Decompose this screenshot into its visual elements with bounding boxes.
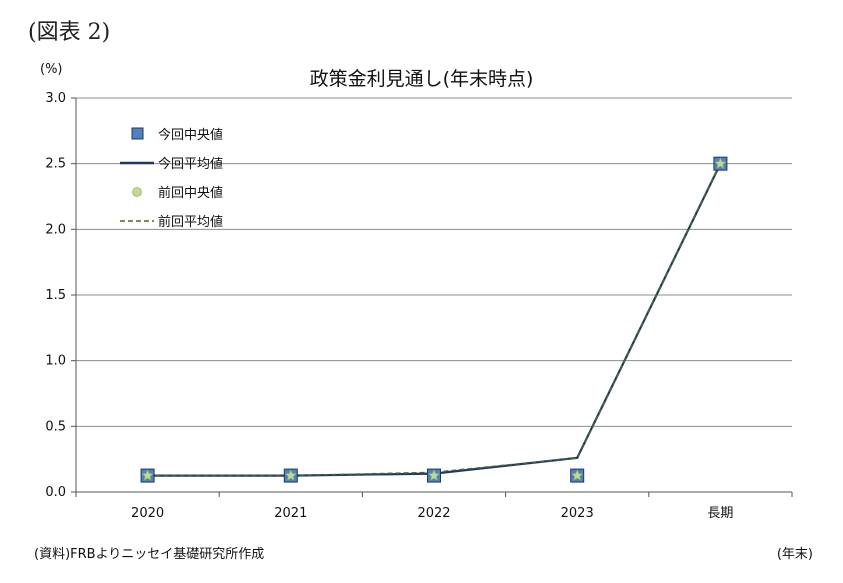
y-tick-label: 1.5 bbox=[45, 288, 66, 303]
x-tick-label: 2020 bbox=[131, 506, 164, 521]
x-tick-label: 長期 bbox=[707, 506, 733, 521]
x-unit-label: (年末) bbox=[776, 547, 813, 562]
chart-title: 政策金利見通し(年末時点) bbox=[309, 68, 534, 90]
x-tick-labels: 2020 2021 2022 2023 長期 bbox=[131, 506, 733, 521]
previous-median-point bbox=[571, 469, 584, 481]
x-tick-label: 2021 bbox=[274, 506, 307, 521]
axes bbox=[71, 97, 793, 497]
previous-median-point bbox=[141, 469, 154, 481]
y-tick-label: 3.0 bbox=[45, 91, 66, 106]
current-average-line bbox=[147, 163, 722, 477]
previous-median-point bbox=[284, 469, 297, 481]
y-tick-label: 0.0 bbox=[45, 485, 66, 500]
figure-label: (図表 2) bbox=[28, 20, 111, 45]
legend-label: 今回平均値 bbox=[158, 156, 223, 172]
y-tick-label: 1.0 bbox=[45, 354, 66, 369]
source-note: (資料)FRBよりニッセイ基礎研究所作成 bbox=[34, 547, 265, 562]
legend-swatch-previous-median bbox=[132, 187, 142, 197]
y-tick-label: 0.5 bbox=[45, 419, 66, 434]
legend-label: 今回中央値 bbox=[158, 127, 223, 143]
y-unit-label: (%) bbox=[40, 62, 63, 77]
previous-average-line bbox=[147, 163, 722, 477]
previous-median-point bbox=[714, 157, 727, 169]
previous-median-point bbox=[428, 469, 440, 481]
x-tick-label: 2022 bbox=[417, 506, 450, 521]
legend-swatch-current-median bbox=[131, 127, 144, 140]
x-tick-label: 2023 bbox=[561, 506, 594, 521]
y-tick-label: 2.0 bbox=[45, 222, 66, 237]
y-tick-labels: 0.0 0.5 1.0 1.5 2.0 2.5 3.0 bbox=[45, 91, 66, 500]
legend-label: 前回平均値 bbox=[158, 214, 223, 230]
series-layer bbox=[140, 156, 728, 483]
legend-label: 前回中央値 bbox=[158, 185, 223, 201]
y-tick-label: 2.5 bbox=[45, 157, 66, 172]
gridlines bbox=[76, 97, 792, 427]
